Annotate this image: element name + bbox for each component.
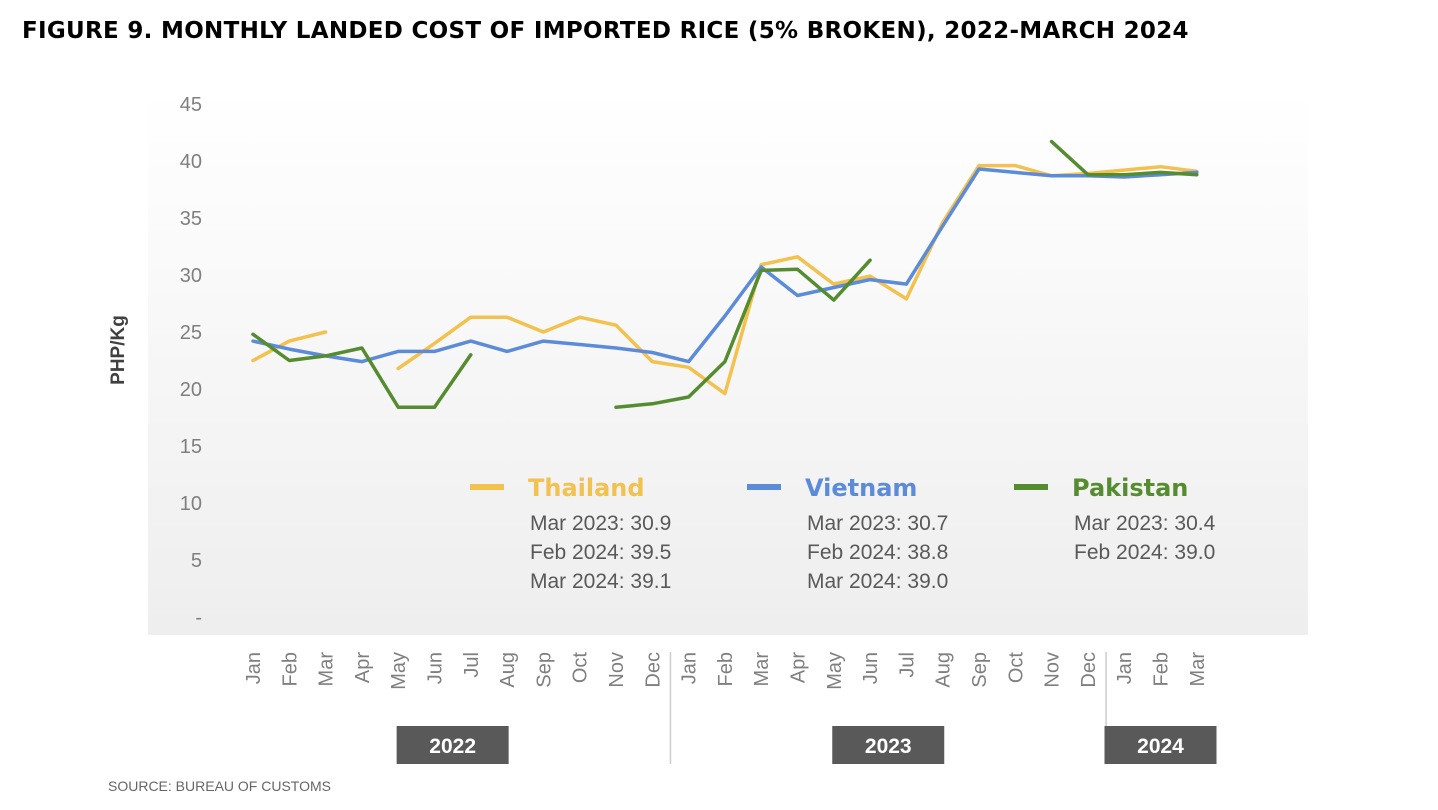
x-tick-label: Dec — [642, 652, 664, 688]
x-tick-label: Jun — [860, 652, 882, 684]
legend-label-thailand: Thailand — [528, 474, 645, 502]
legend-note: Feb 2024: 39.0 — [1074, 541, 1215, 564]
x-tick-label: Sep — [533, 652, 555, 688]
y-tick-label: 35 — [180, 208, 202, 230]
legend-note: Mar 2023: 30.9 — [530, 512, 671, 535]
y-tick-label: 15 — [180, 436, 202, 458]
year-label: 2024 — [1137, 735, 1184, 758]
year-label-box — [832, 726, 945, 764]
x-tick-label: May — [388, 652, 410, 690]
y-tick-label: 40 — [180, 151, 202, 173]
legend-label-vietnam: Vietnam — [805, 474, 917, 502]
legend-note: Mar 2024: 39.0 — [807, 570, 948, 593]
legend-note: Mar 2023: 30.7 — [807, 512, 948, 535]
x-tick-label: Aug — [933, 652, 955, 688]
x-tick-label: Dec — [1078, 652, 1100, 688]
x-tick-label: Apr — [352, 652, 374, 683]
x-tick-label: Sep — [969, 652, 991, 688]
series-line-pakistan — [614, 258, 872, 409]
chart-title: FIGURE 9. MONTHLY LANDED COST OF IMPORTE… — [22, 18, 1189, 44]
x-tick-label: Oct — [570, 652, 592, 684]
y-tick-label: 25 — [180, 322, 202, 344]
legend-label-pakistan: Pakistan — [1072, 474, 1188, 502]
x-tick-label: Nov — [1042, 652, 1064, 688]
x-tick-label: Jan — [679, 652, 701, 684]
year-label: 2023 — [865, 735, 912, 758]
x-tick-label: Oct — [1005, 652, 1027, 684]
x-tick-label: Mar — [316, 652, 338, 687]
year-label: 2022 — [429, 735, 476, 758]
series-line-pakistan — [251, 332, 473, 409]
legend-note: Feb 2024: 38.8 — [807, 541, 948, 564]
year-label-box — [396, 726, 509, 764]
x-tick-label: Jun — [425, 652, 447, 684]
plot-area — [148, 92, 1308, 635]
source-note: SOURCE: BUREAU OF CUSTOMS — [108, 778, 331, 794]
x-tick-label: Feb — [715, 652, 737, 686]
x-tick-label: Mar — [1187, 652, 1209, 687]
x-tick-label: Mar — [751, 652, 773, 687]
series-line-thailand — [251, 330, 328, 363]
series-line-vietnam — [251, 167, 1199, 364]
x-tick-label: May — [824, 652, 846, 690]
x-tick-label: Jan — [243, 652, 265, 684]
x-tick-label: Jul — [896, 652, 918, 678]
x-tick-label: Aug — [497, 652, 519, 688]
legend-note: Feb 2024: 39.5 — [530, 541, 671, 564]
x-tick-label: Feb — [279, 652, 301, 686]
x-tick-label: Apr — [788, 652, 810, 683]
x-tick-label: Jan — [1114, 652, 1136, 684]
y-tick-label: 10 — [180, 493, 202, 515]
x-tick-label: Feb — [1151, 652, 1173, 686]
y-tick-label: 45 — [180, 94, 202, 116]
y-tick-label: 30 — [180, 265, 202, 287]
x-tick-label: Jul — [461, 652, 483, 678]
year-label-box — [1104, 726, 1217, 764]
y-tick-label: 5 — [191, 550, 202, 572]
series-line-pakistan — [1049, 139, 1199, 177]
y-tick-label: 20 — [180, 379, 202, 401]
y-tick-label: - — [195, 607, 202, 629]
y-axis-label: PHP/Kg — [108, 315, 129, 385]
legend-note: Mar 2024: 39.1 — [530, 570, 671, 593]
legend-note: Mar 2023: 30.4 — [1074, 512, 1216, 535]
x-tick-label: Nov — [606, 652, 628, 688]
